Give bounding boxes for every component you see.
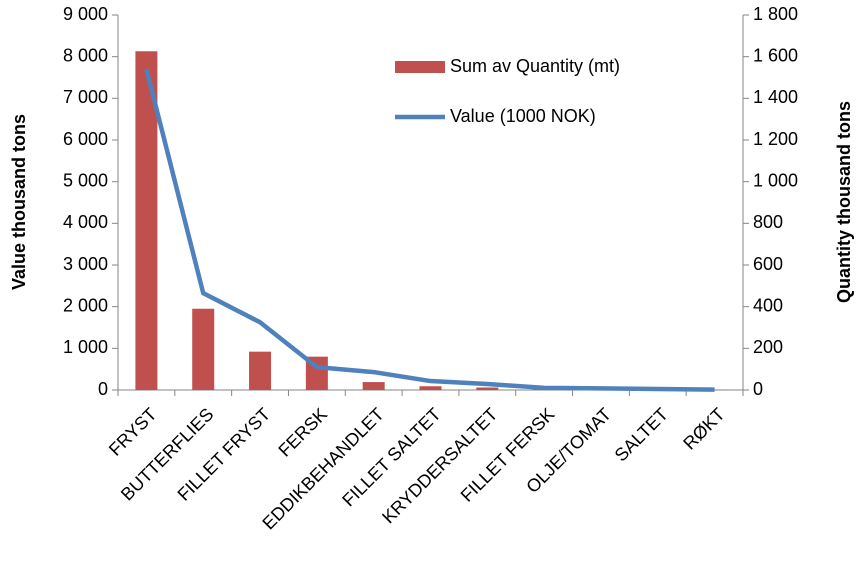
y2-tick-label: 1 000 bbox=[753, 170, 798, 190]
x-tick-label: FERSK bbox=[274, 404, 331, 461]
bar bbox=[362, 382, 385, 390]
y-axis-title: Value thousand tons bbox=[9, 114, 29, 290]
y-tick-label: 0 bbox=[98, 379, 108, 399]
line bbox=[144, 68, 715, 392]
bar bbox=[476, 387, 499, 390]
x-tick-label: SALTET bbox=[611, 404, 672, 465]
legend-label: Sum av Quantity (mt) bbox=[450, 56, 620, 76]
y-tick-label: 2 000 bbox=[63, 295, 108, 315]
y2-tick-label: 1 600 bbox=[753, 45, 798, 65]
y-tick-label: 7 000 bbox=[63, 87, 108, 107]
y-tick-label: 8 000 bbox=[63, 45, 108, 65]
y-tick-label: 6 000 bbox=[63, 129, 108, 149]
bar bbox=[249, 351, 272, 390]
y2-tick-label: 600 bbox=[753, 254, 783, 274]
y2-tick-label: 200 bbox=[753, 337, 783, 357]
y2-tick-label: 1 400 bbox=[753, 87, 798, 107]
y2-axis-title: Quantity thousand tons bbox=[834, 101, 854, 303]
bar bbox=[419, 386, 442, 390]
bar bbox=[135, 51, 158, 390]
bar bbox=[192, 308, 215, 390]
y-tick-label: 5 000 bbox=[63, 170, 108, 190]
y-tick-label: 9 000 bbox=[63, 4, 108, 24]
y2-tick-label: 800 bbox=[753, 212, 783, 232]
x-tick-label: FILLET SALTET bbox=[338, 404, 444, 510]
y2-tick-label: 400 bbox=[753, 295, 783, 315]
y2-tick-label: 1 800 bbox=[753, 4, 798, 24]
y-tick-label: 3 000 bbox=[63, 254, 108, 274]
y-tick-label: 4 000 bbox=[63, 212, 108, 232]
legend-label: Value (1000 NOK) bbox=[450, 106, 596, 126]
legend-swatch bbox=[395, 61, 445, 73]
y-tick-label: 1 000 bbox=[63, 337, 108, 357]
x-tick-label: RØKT bbox=[679, 404, 729, 454]
y2-tick-label: 1 200 bbox=[753, 129, 798, 149]
y2-tick-label: 0 bbox=[753, 379, 763, 399]
x-tick-label: FRYST bbox=[105, 404, 161, 460]
